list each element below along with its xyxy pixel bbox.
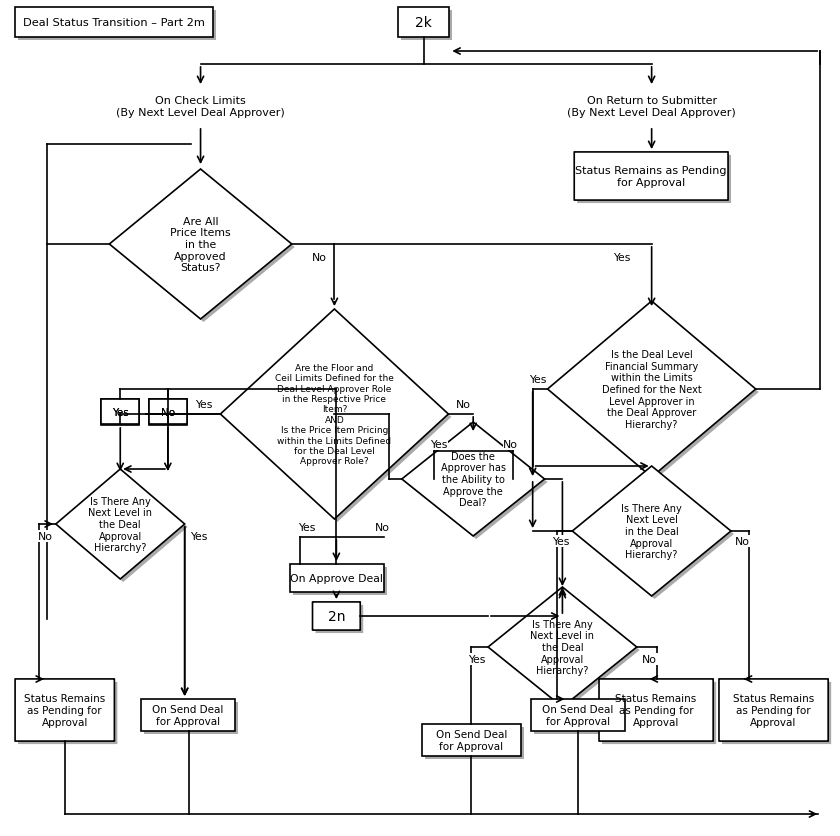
Text: On Send Deal
for Approval: On Send Deal for Approval <box>435 729 507 751</box>
Text: Yes: Yes <box>112 407 129 417</box>
Text: Are All
Price Items
in the
Approved
Status?: Are All Price Items in the Approved Stat… <box>171 217 231 273</box>
Text: Status Remains as Pending
for Approval: Status Remains as Pending for Approval <box>575 166 727 187</box>
Text: No: No <box>735 537 750 547</box>
Text: Is There Any
Next Level in
the Deal
Approval
Hierarchy?: Is There Any Next Level in the Deal Appr… <box>88 497 152 553</box>
Text: Yes: Yes <box>298 522 315 533</box>
Text: No: No <box>503 440 518 450</box>
FancyBboxPatch shape <box>312 602 360 630</box>
Text: No: No <box>160 407 175 417</box>
FancyBboxPatch shape <box>424 727 524 759</box>
Text: On Check Limits
(By Next Level Deal Approver): On Check Limits (By Next Level Deal Appr… <box>116 96 285 118</box>
Polygon shape <box>55 470 185 579</box>
FancyBboxPatch shape <box>144 702 239 734</box>
Polygon shape <box>550 304 759 481</box>
FancyBboxPatch shape <box>577 155 731 204</box>
Text: Yes: Yes <box>613 252 631 263</box>
Text: Status Remains
as Pending for
Approval: Status Remains as Pending for Approval <box>24 694 105 726</box>
Text: Yes: Yes <box>195 400 213 410</box>
Text: Yes: Yes <box>112 407 129 417</box>
FancyBboxPatch shape <box>531 699 625 732</box>
Text: No: No <box>642 655 657 665</box>
FancyBboxPatch shape <box>599 679 713 742</box>
Polygon shape <box>575 470 734 599</box>
FancyBboxPatch shape <box>398 8 449 38</box>
FancyBboxPatch shape <box>149 400 186 426</box>
FancyBboxPatch shape <box>401 11 453 41</box>
Polygon shape <box>109 170 291 319</box>
Text: Yes: Yes <box>552 537 570 547</box>
Text: Status Remains
as Pending for
Approval: Status Remains as Pending for Approval <box>733 694 814 726</box>
Text: No: No <box>375 522 390 533</box>
Polygon shape <box>220 309 449 519</box>
FancyBboxPatch shape <box>316 605 363 634</box>
FancyBboxPatch shape <box>102 400 139 425</box>
FancyBboxPatch shape <box>18 682 118 744</box>
Text: On Send Deal
for Approval: On Send Deal for Approval <box>542 705 613 726</box>
Polygon shape <box>405 426 548 539</box>
FancyBboxPatch shape <box>533 702 627 734</box>
Polygon shape <box>113 173 295 323</box>
Text: 2k: 2k <box>415 16 432 30</box>
Polygon shape <box>402 422 544 537</box>
Text: On Send Deal
for Approval: On Send Deal for Approval <box>153 705 223 726</box>
FancyBboxPatch shape <box>722 682 831 744</box>
FancyBboxPatch shape <box>602 682 717 744</box>
Text: 2n: 2n <box>328 609 345 624</box>
Polygon shape <box>223 313 451 522</box>
FancyBboxPatch shape <box>719 679 828 742</box>
FancyBboxPatch shape <box>422 724 521 756</box>
Polygon shape <box>488 588 637 707</box>
Text: Yes: Yes <box>430 440 447 450</box>
Text: Yes: Yes <box>469 655 486 665</box>
Text: On Return to Submitter
(By Next Level Deal Approver): On Return to Submitter (By Next Level De… <box>567 96 736 118</box>
Text: No: No <box>312 252 327 263</box>
Text: Are the Floor and
Ceil Limits Defined for the
Deal Level Approver Role
in the Re: Are the Floor and Ceil Limits Defined fo… <box>275 364 394 466</box>
Text: No: No <box>160 407 175 417</box>
Text: Is There Any
Next Level in
the Deal
Approval
Hierarchy?: Is There Any Next Level in the Deal Appr… <box>530 619 595 675</box>
FancyBboxPatch shape <box>15 8 213 38</box>
FancyBboxPatch shape <box>290 564 384 592</box>
Polygon shape <box>548 302 756 477</box>
FancyBboxPatch shape <box>15 679 114 742</box>
Text: No: No <box>456 400 470 410</box>
FancyBboxPatch shape <box>141 699 235 732</box>
Text: No: No <box>38 532 52 542</box>
Polygon shape <box>59 472 187 583</box>
Text: Does the
Approver has
the Ability to
Approve the
Deal?: Does the Approver has the Ability to App… <box>441 451 506 507</box>
Text: Status Remains
as Pending for
Approval: Status Remains as Pending for Approval <box>616 694 696 726</box>
FancyBboxPatch shape <box>293 568 387 595</box>
Text: Deal Status Transition – Part 2m: Deal Status Transition – Part 2m <box>24 18 205 28</box>
Text: On Approve Deal: On Approve Deal <box>291 573 383 584</box>
Polygon shape <box>491 590 640 710</box>
Text: Yes: Yes <box>190 532 207 542</box>
FancyBboxPatch shape <box>149 400 186 425</box>
FancyBboxPatch shape <box>102 400 139 426</box>
Text: Yes: Yes <box>529 375 546 385</box>
Text: Is the Deal Level
Financial Summary
within the Limits
Defined for the Next
Level: Is the Deal Level Financial Summary with… <box>601 349 701 430</box>
Text: Is There Any
Next Level
in the Deal
Approval
Hierarchy?: Is There Any Next Level in the Deal Appr… <box>622 503 682 559</box>
FancyBboxPatch shape <box>18 11 217 41</box>
FancyBboxPatch shape <box>575 153 728 201</box>
Polygon shape <box>572 466 731 596</box>
